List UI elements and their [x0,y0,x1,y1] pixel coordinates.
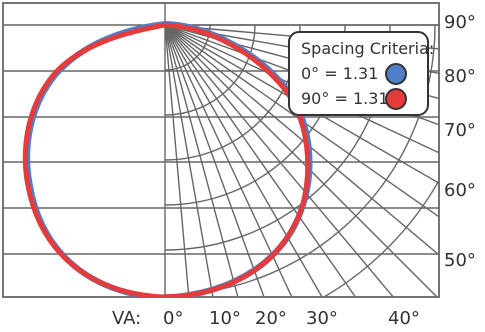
y-tick-label-60: 60° [444,180,476,201]
radial-grid-line [164,24,214,297]
y-axis-labels: 90° 80° 70° 60° 50° [444,12,476,271]
radial-grid-line [164,24,293,297]
radial-grid-line [164,24,239,297]
legend-series-0-label: 0° = 1.31 [301,64,378,83]
radial-grid-line [164,24,323,297]
x-tick-label-40: 40° [388,308,420,329]
y-tick-label-80: 80° [444,66,476,87]
radial-grid-line [164,24,439,256]
legend: Spacing Criteria: 0° = 1.31 90° = 1.31 [288,31,434,116]
polar-grid-arc [322,178,439,297]
x-axis-labels: VA: 0° 10° 20° 30° 40° [112,308,420,329]
legend-series-1-label: 90° = 1.31 [301,89,389,108]
radial-grid-line [164,24,438,297]
x-tick-label-0: 0° [163,308,183,329]
radial-grid-line [164,24,357,297]
y-tick-label-90: 90° [444,12,476,33]
plot-frame [2,2,440,298]
x-axis-title: VA: [112,308,141,329]
legend-series-0-swatch [385,63,407,85]
polar-grid-arc [164,24,256,116]
radial-grid-line [164,24,265,297]
legend-series-1-swatch [385,88,407,110]
radial-grid-line [164,24,394,297]
y-tick-label-70: 70° [444,120,476,141]
x-tick-label-10: 10° [209,308,241,329]
x-tick-label-30: 30° [306,308,338,329]
x-tick-label-20: 20° [255,308,287,329]
legend-title: Spacing Criteria: [301,39,434,58]
series-curve-1 [22,22,311,297]
y-tick-label-50: 50° [444,250,476,271]
curve-layer [22,21,313,297]
